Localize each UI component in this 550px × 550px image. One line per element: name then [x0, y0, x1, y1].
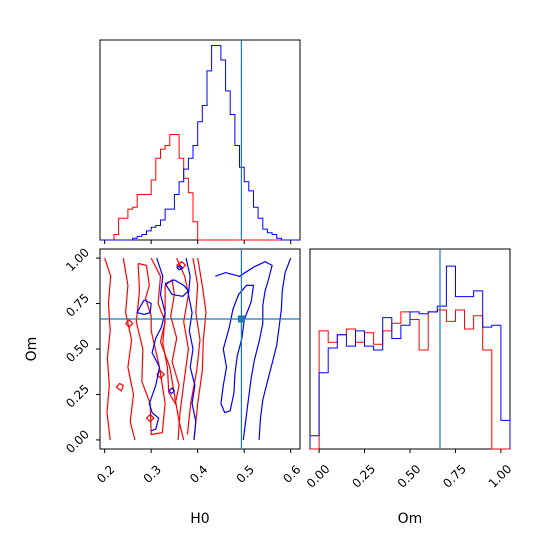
h0-om-joint-panel: 0.2 0.3 0.4 0.5 0.6 0.000.250.500.751.00 H0 …: [24, 245, 304, 527]
contour-red-7: [193, 258, 207, 440]
h0-tick-label-4: 0.6: [280, 462, 303, 485]
h0-histogram-blue: [100, 45, 300, 241]
contour-red-6: [186, 257, 201, 435]
om-tick-label-3: 0.75: [63, 291, 92, 320]
contour-red-12: [146, 413, 155, 423]
contour-red-11: [156, 369, 166, 379]
y-axis-label-om: Om: [24, 337, 40, 362]
contour-red-8: [115, 382, 125, 392]
h0-tick-label-1: 0.3: [141, 462, 164, 485]
om-marginal-axes-frame: [309, 248, 511, 450]
om-x-tick-label-1: 0.25: [349, 462, 378, 491]
h0-marginal-x-ticks: [104, 240, 292, 244]
om-tick-label-2: 0.50: [63, 336, 92, 365]
contour-blue-5: [220, 284, 255, 414]
contour-red-2: [135, 262, 166, 436]
contour-blue-1: [148, 257, 166, 432]
contour-red-10: [176, 260, 187, 270]
om-tick-label-0: 0.00: [63, 427, 92, 456]
om-x-tick-label-4: 1.00: [486, 462, 515, 491]
om-x-tick-label-3: 0.75: [440, 462, 469, 491]
contour-blue-4: [185, 257, 197, 440]
om-tick-label-4: 1.00: [63, 245, 92, 274]
om-marginal-histograms: [309, 249, 511, 450]
h0-tick-label-3: 0.5: [234, 462, 257, 485]
contour-blue-3: [176, 264, 184, 271]
contour-blue-6: [215, 261, 273, 440]
contour-red-5: [176, 257, 190, 440]
h0-marginal-histograms: [100, 40, 300, 241]
truth-point-marker: [237, 315, 245, 323]
h0-tick-label-0: 0.2: [94, 462, 117, 485]
om-histogram-blue: [309, 265, 511, 449]
om-marginal-x-ticks: 0.00 0.25 0.50 0.75 1.00: [304, 449, 515, 491]
contour-blue-7: [258, 257, 292, 440]
contour-red-3: [150, 257, 185, 441]
x-axis-label-om: Om: [398, 511, 423, 527]
contour-red-1: [122, 258, 136, 441]
h0-tick-label-2: 0.4: [187, 462, 210, 485]
contour-blue-8: [168, 387, 176, 395]
om-x-tick-label-2: 0.50: [395, 462, 424, 491]
contour-blue-0: [136, 299, 152, 316]
joint-contours: [104, 257, 292, 441]
om-tick-label-1: 0.25: [63, 382, 92, 411]
om-marginal-panel: 0.00 0.25 0.50 0.75 1.00 Om: [304, 248, 515, 527]
om-x-tick-label-0: 0.00: [304, 462, 333, 491]
h0-marginal-axes-frame: [99, 39, 301, 241]
joint-truth-marker: [100, 249, 300, 449]
joint-contour-group: [104, 257, 292, 441]
h0-histogram-red: [100, 134, 300, 241]
joint-x-ticks: 0.2 0.3 0.4 0.5 0.6: [94, 449, 304, 486]
x-axis-label-h0: H0: [190, 511, 209, 527]
h0-marginal-panel: [99, 39, 301, 244]
contour-red-0: [104, 257, 112, 440]
contour-red-9: [125, 319, 134, 329]
joint-y-ticks: 0.00 0.25 0.50 0.75 1.00: [63, 245, 100, 456]
